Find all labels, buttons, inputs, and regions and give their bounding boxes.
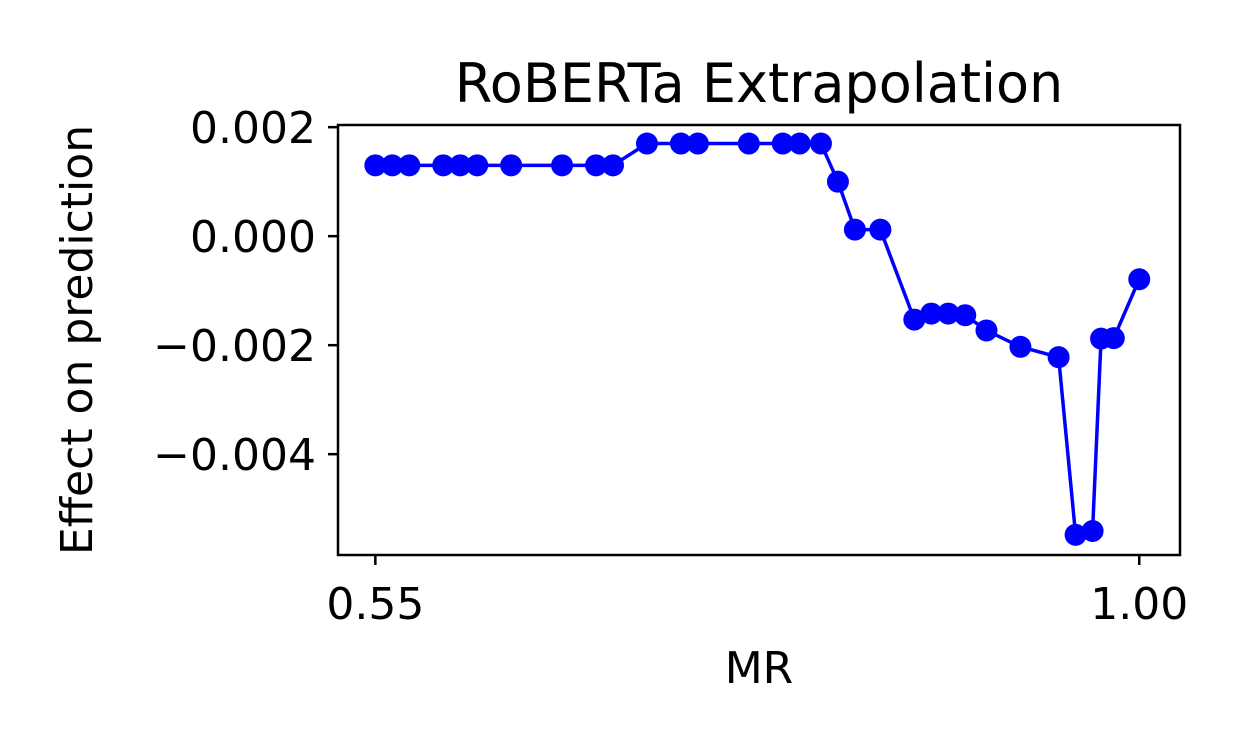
data-point bbox=[1047, 346, 1070, 369]
data-point bbox=[1009, 335, 1032, 358]
data-point bbox=[920, 302, 943, 325]
data-point bbox=[737, 132, 760, 155]
data-point bbox=[551, 154, 574, 177]
x-tick-label: 1.00 bbox=[1090, 579, 1188, 630]
data-point bbox=[466, 154, 489, 177]
data-point bbox=[788, 132, 811, 155]
data-point bbox=[903, 308, 926, 331]
x-tick-label: 0.55 bbox=[326, 579, 424, 630]
data-point bbox=[1081, 520, 1104, 543]
data-point bbox=[432, 154, 455, 177]
data-point bbox=[843, 218, 866, 241]
data-point bbox=[500, 154, 523, 177]
data-point bbox=[954, 304, 977, 327]
data-point bbox=[809, 132, 832, 155]
data-point bbox=[602, 154, 625, 177]
data-point bbox=[1128, 268, 1151, 291]
y-tick-label: −0.004 bbox=[153, 430, 316, 481]
plot-frame bbox=[336, 123, 1182, 557]
x-axis-label: MR bbox=[725, 643, 794, 694]
y-axis-label: Effect on prediction bbox=[52, 125, 103, 555]
data-point bbox=[1064, 523, 1087, 546]
y-tick-label: −0.002 bbox=[153, 321, 316, 372]
data-point bbox=[771, 132, 794, 155]
y-tick-label: 0.000 bbox=[190, 212, 316, 263]
data-point bbox=[937, 302, 960, 325]
data-point bbox=[364, 154, 387, 177]
chart-title: RoBERTa Extrapolation bbox=[455, 52, 1064, 115]
plot-area bbox=[364, 132, 1151, 546]
data-point bbox=[975, 319, 998, 342]
data-point bbox=[585, 154, 608, 177]
data-point bbox=[686, 132, 709, 155]
data-point bbox=[635, 132, 658, 155]
data-point bbox=[381, 154, 404, 177]
data-point bbox=[449, 154, 472, 177]
data-point bbox=[1102, 327, 1125, 350]
axis-ticks: 0.55 1.00 0.002 0.000 −0.002 −0.004 bbox=[153, 103, 1188, 630]
y-tick-label: 0.002 bbox=[190, 103, 316, 154]
data-point bbox=[398, 154, 421, 177]
data-point bbox=[669, 132, 692, 155]
data-point bbox=[869, 218, 892, 241]
data-point bbox=[826, 170, 849, 193]
